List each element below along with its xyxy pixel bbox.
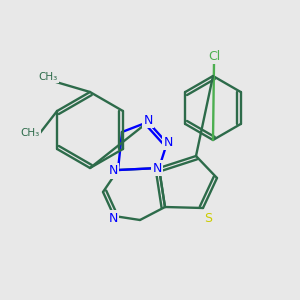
Text: S: S <box>204 212 212 224</box>
Text: N: N <box>108 212 118 224</box>
Text: CH₃: CH₃ <box>20 128 40 138</box>
Text: Cl: Cl <box>208 50 220 62</box>
Text: N: N <box>143 113 153 127</box>
Text: CH₃: CH₃ <box>38 72 58 82</box>
Text: N: N <box>108 164 118 178</box>
Text: N: N <box>152 161 162 175</box>
Text: N: N <box>163 136 173 148</box>
